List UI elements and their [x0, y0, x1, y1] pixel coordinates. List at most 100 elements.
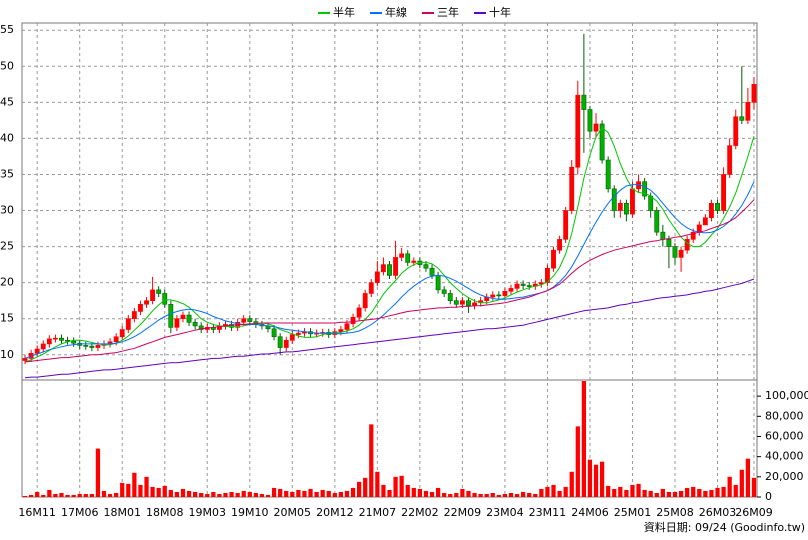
volume-bar	[691, 486, 696, 497]
source-note: 資料日期: 09/24 (Goodinfo.tw)	[644, 520, 805, 534]
volume-bar	[557, 490, 562, 497]
candle-body	[150, 289, 156, 301]
x-tick-label: 16M11	[18, 506, 56, 519]
volume-bar	[186, 490, 192, 497]
volume-bar	[703, 490, 708, 497]
volume-bar	[399, 475, 404, 497]
candle-body	[611, 188, 617, 211]
volume-bar	[369, 424, 374, 497]
candle-body	[241, 318, 247, 323]
candle-body	[459, 300, 465, 305]
volume-bar	[733, 484, 738, 497]
candle-body	[393, 257, 399, 276]
legend-label: 半年	[333, 5, 355, 19]
volume-bar	[150, 486, 155, 497]
candle-body	[508, 288, 514, 292]
volume-bar	[241, 490, 246, 497]
y-tick-label: 15	[0, 312, 14, 325]
volume-bar	[265, 494, 271, 497]
volume-bar	[107, 493, 113, 497]
volume-bar	[593, 464, 599, 497]
volume-bar	[22, 495, 28, 497]
volume-bar	[344, 490, 350, 497]
volume-bar	[666, 491, 672, 497]
volume-bar	[144, 476, 149, 497]
volume-bar	[672, 491, 678, 497]
candle-body	[368, 282, 374, 294]
ma-line	[24, 278, 755, 379]
volume-bar	[745, 458, 751, 497]
candle-body	[138, 303, 143, 312]
candle-body	[119, 329, 125, 338]
candle-body	[593, 123, 599, 132]
y-tick-label: 25	[0, 240, 14, 253]
volume-bar	[162, 485, 167, 497]
volume-bar	[715, 487, 720, 497]
candle-body	[551, 249, 556, 269]
x-tick-label: 18M01	[103, 506, 141, 519]
candle-body	[387, 264, 392, 276]
volume-bar	[393, 476, 398, 497]
volume-bar	[168, 489, 173, 497]
volume-bar	[223, 492, 228, 497]
candle-body	[526, 285, 532, 287]
candle-body	[113, 336, 119, 343]
ma-line	[24, 126, 755, 363]
candle-body	[283, 340, 289, 348]
candle-body	[40, 343, 46, 350]
volume-bar	[678, 490, 684, 497]
volume-bar	[114, 492, 119, 497]
candle-body	[362, 293, 368, 309]
volume-bar	[180, 488, 186, 497]
volume-bar	[417, 488, 422, 497]
volume-bar	[47, 489, 52, 497]
volume-bar	[65, 494, 70, 497]
candle-body	[563, 210, 569, 240]
candle-body	[186, 314, 192, 323]
candle-body	[83, 345, 89, 347]
volume-bar	[514, 493, 520, 497]
candle-body	[709, 203, 714, 219]
volume-bar	[350, 487, 356, 497]
volume-bar	[332, 492, 337, 497]
volume-bar	[685, 487, 690, 497]
volume-bar	[472, 492, 477, 497]
volume-bar	[101, 490, 107, 497]
volume-bar	[199, 492, 204, 497]
volume-bar	[545, 486, 550, 497]
candle-body	[350, 316, 356, 325]
candle-body	[569, 166, 575, 211]
candle-body	[751, 84, 757, 103]
volume-bar	[575, 426, 580, 497]
volume-bar	[642, 489, 647, 497]
candle-body	[95, 345, 101, 348]
volume-bar	[77, 493, 82, 497]
candle-body	[654, 210, 660, 233]
candle-body	[648, 195, 654, 211]
candle-body	[59, 337, 64, 341]
candle-body	[630, 188, 635, 215]
volume-bar	[205, 493, 210, 497]
volume-tick-label: 0	[765, 490, 772, 503]
candle-body	[520, 283, 526, 286]
candle-body	[131, 311, 137, 319]
ma-line	[24, 199, 755, 363]
volume-bar	[624, 489, 629, 497]
candle-body	[581, 94, 587, 110]
candle-body	[466, 300, 471, 307]
candle-body	[453, 300, 459, 305]
legend-label: 十年	[489, 5, 511, 19]
y-tick-label: 40	[0, 131, 14, 144]
candle-body	[247, 318, 253, 322]
candle-body	[605, 159, 611, 190]
volume-bar	[381, 484, 386, 497]
volume-bar	[606, 485, 611, 497]
volume-bar	[387, 489, 392, 497]
candle-body	[192, 322, 198, 327]
volume-bar	[630, 484, 635, 497]
volume-bar	[83, 493, 88, 497]
volume-bar	[636, 483, 641, 497]
volume-bar	[533, 493, 538, 497]
candle-body	[338, 329, 344, 332]
